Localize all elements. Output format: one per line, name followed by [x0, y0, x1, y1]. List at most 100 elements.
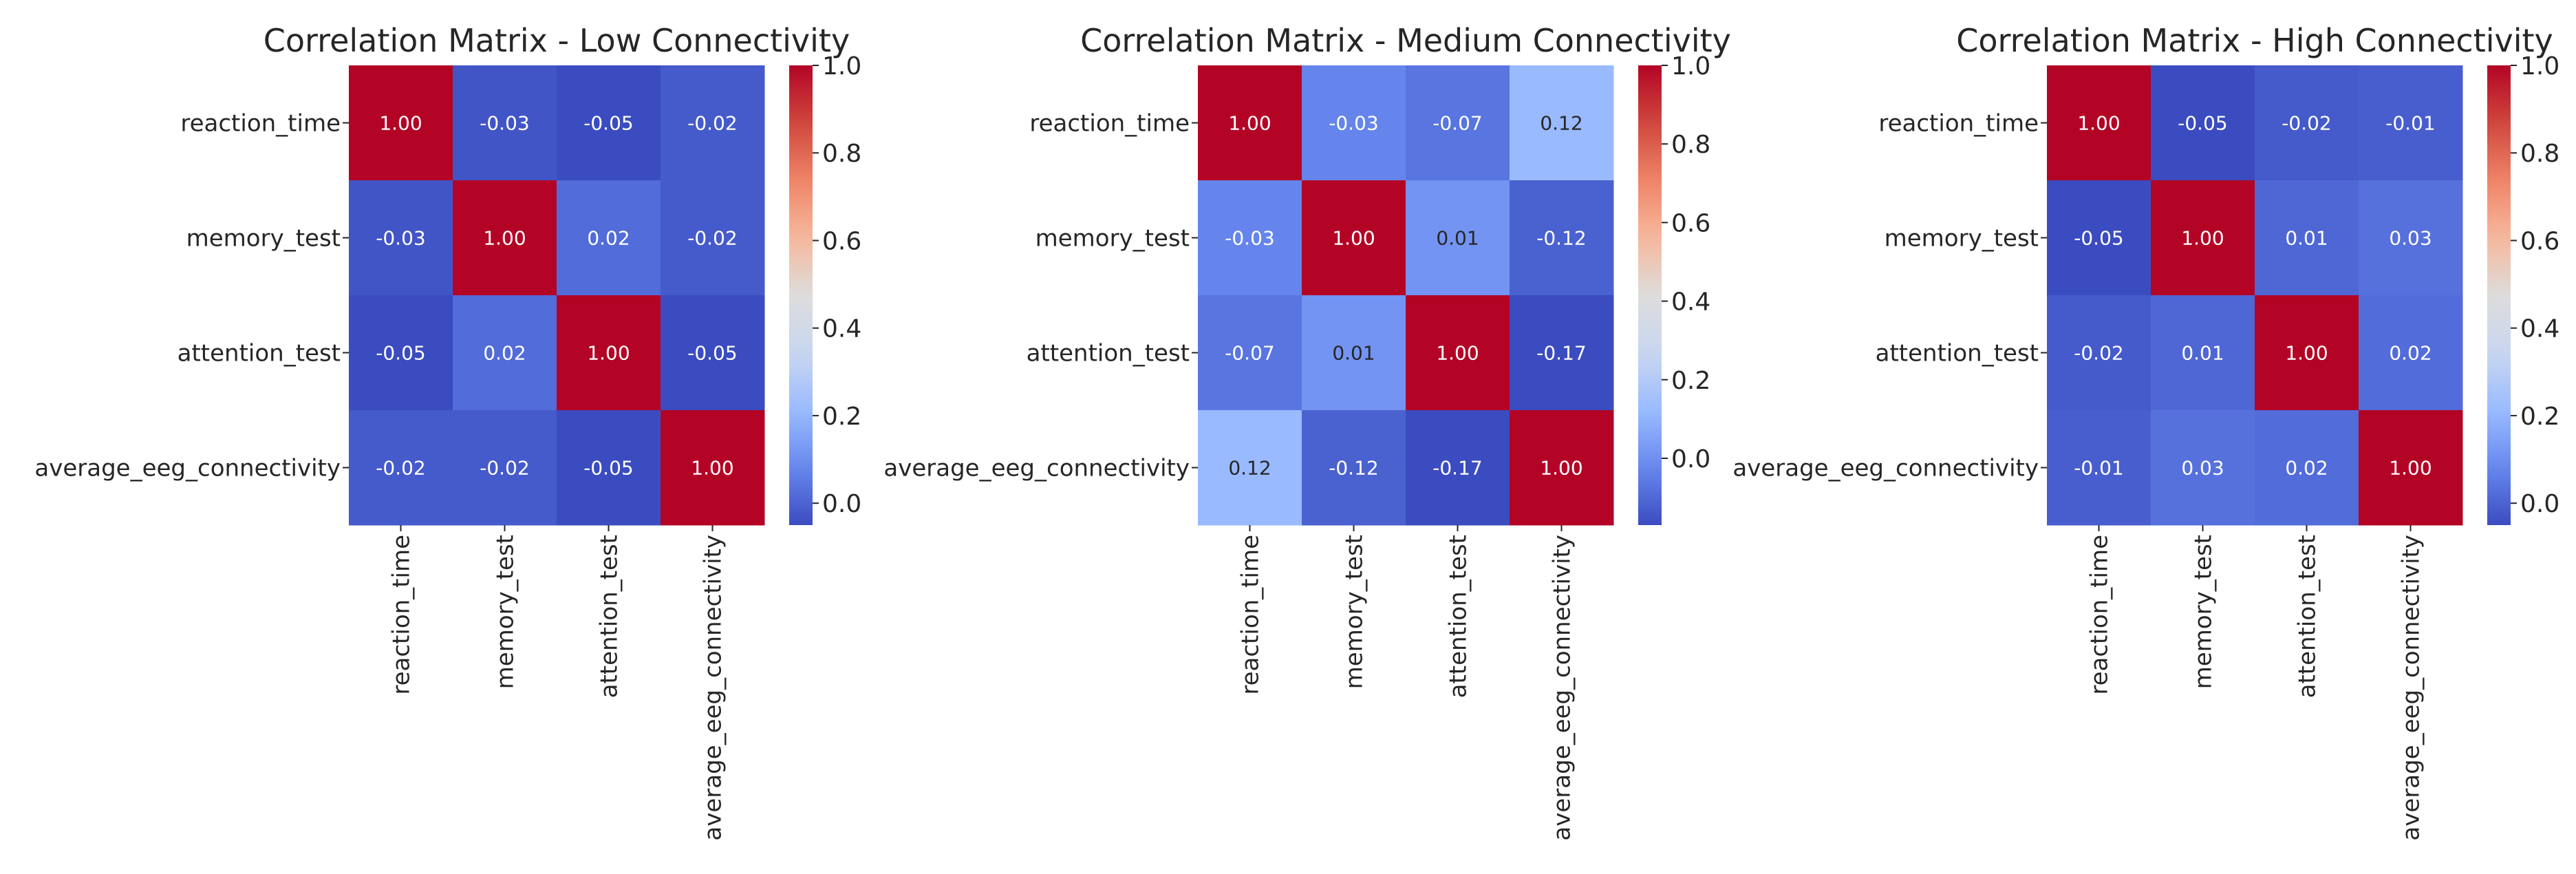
heatmap-cell — [1302, 410, 1406, 526]
heatmap-cell — [2047, 65, 2151, 181]
cell-value-label: 1.00 — [1332, 227, 1375, 250]
cell-value-label: 0.02 — [483, 342, 526, 365]
heatmap-cell — [661, 295, 765, 411]
x-tick-label: memory_test — [492, 535, 519, 689]
cell-value-label: 0.01 — [2181, 342, 2224, 365]
heatmap-cell — [2047, 295, 2151, 411]
heatmap-cell — [661, 180, 765, 296]
heatmap-cell — [349, 410, 453, 526]
y-tick-label: average_eeg_connectivity — [1732, 455, 2039, 482]
cell-value-label: 1.00 — [2285, 342, 2328, 365]
cell-value-label: -0.03 — [480, 112, 529, 135]
cell-value-label: -0.05 — [583, 112, 633, 135]
cell-value-label: -0.02 — [687, 227, 737, 250]
colorbar-tick-label: 0.2 — [1671, 367, 1710, 395]
cell-value-label: -0.02 — [2282, 112, 2331, 135]
colorbar-tick-label: 0.0 — [2520, 490, 2559, 518]
heatmap-cell — [1198, 180, 1302, 296]
cell-value-label: 0.01 — [1436, 227, 1479, 250]
cell-value-label: 0.02 — [2389, 342, 2432, 365]
cell-value-label: -0.05 — [583, 457, 633, 480]
cell-value-label: -0.05 — [376, 342, 425, 365]
heatmap-cell — [557, 410, 661, 526]
colorbar-tick-label: 0.8 — [1671, 131, 1710, 159]
x-tick-label: average_eeg_connectivity — [700, 535, 727, 841]
heatmap-cell — [661, 410, 765, 526]
heatmap-cell — [349, 180, 453, 296]
heatmap-cell — [557, 65, 661, 181]
colorbar-tick-label: 0.0 — [1671, 445, 1710, 473]
heatmap-cell — [2255, 295, 2359, 411]
heatmap-cell — [2047, 410, 2151, 526]
cell-value-label: 0.02 — [587, 227, 630, 250]
cell-value-label: -0.12 — [1536, 227, 1586, 250]
cell-value-label: -0.02 — [2074, 342, 2123, 365]
colorbar-tick-label: 0.2 — [822, 403, 861, 431]
cell-value-label: 1.00 — [587, 342, 630, 365]
colorbar-tick-label: 0.8 — [2520, 140, 2559, 168]
cell-value-label: 1.00 — [1228, 112, 1271, 135]
heatmap-cell — [1406, 295, 1510, 411]
chart-title: Correlation Matrix - Medium Connectivity — [1080, 22, 1731, 59]
x-tick-label: memory_test — [1341, 535, 1368, 689]
heatmap-cell — [2255, 65, 2359, 181]
cell-value-label: 1.00 — [379, 112, 422, 135]
chart-title: Correlation Matrix - High Connectivity — [1956, 22, 2553, 59]
y-tick-label: reaction_time — [1029, 110, 1190, 138]
heatmap-cell — [2047, 180, 2151, 296]
x-tick-label: average_eeg_connectivity — [1549, 535, 1576, 841]
heatmap-cell — [2359, 180, 2463, 296]
cell-value-label: -0.17 — [1536, 342, 1586, 365]
cell-value-label: 1.00 — [2389, 457, 2432, 480]
colorbar-tick-label: 0.4 — [1671, 288, 1710, 317]
heatmap-cell — [2255, 410, 2359, 526]
cell-value-label: 0.03 — [2389, 227, 2432, 250]
heatmap-cell — [349, 295, 453, 411]
heatmap-cell — [1302, 180, 1406, 296]
heatmap-cell — [453, 295, 557, 411]
heatmap-cell — [1510, 65, 1614, 181]
y-tick-label: memory_test — [1035, 225, 1190, 253]
x-tick-label: reaction_time — [388, 535, 416, 695]
x-tick-label: reaction_time — [1237, 535, 1265, 695]
heatmap-cell — [1198, 410, 1302, 526]
colorbar-tick-label: 0.4 — [2520, 315, 2559, 343]
heatmap-cell — [1198, 295, 1302, 411]
cell-value-label: 1.00 — [1540, 457, 1582, 480]
cell-value-label: 1.00 — [2181, 227, 2224, 250]
heatmap-cell — [1406, 410, 1510, 526]
y-tick-label: average_eeg_connectivity — [883, 455, 1190, 482]
heatmap-cell — [1198, 65, 1302, 181]
y-tick-label: memory_test — [1885, 225, 2039, 253]
colorbar-tick-label: 1.0 — [2520, 52, 2559, 81]
heatmap-panel-2: Correlation Matrix - Medium Connectivity… — [883, 22, 1730, 841]
colorbar-tick-label: 1.0 — [1671, 52, 1710, 81]
colorbar — [1638, 65, 1662, 525]
colorbar-tick-label: 0.6 — [2520, 227, 2559, 255]
cell-value-label: -0.03 — [1329, 112, 1378, 135]
y-tick-label: memory_test — [186, 225, 341, 253]
x-tick-label: attention_test — [1445, 535, 1472, 698]
cell-value-label: 1.00 — [483, 227, 526, 250]
cell-value-label: 1.00 — [1436, 342, 1479, 365]
heatmap-cell — [557, 180, 661, 296]
colorbar — [2487, 65, 2511, 525]
y-tick-label: attention_test — [1027, 340, 1190, 367]
cell-value-label: -0.02 — [376, 457, 425, 480]
heatmap-panel-3: Correlation Matrix - High Connectivity1.… — [1732, 22, 2559, 841]
cell-value-label: -0.03 — [376, 227, 425, 250]
x-tick-label: reaction_time — [2086, 535, 2114, 695]
cell-value-label: -0.07 — [1432, 112, 1482, 135]
cell-value-label: 0.03 — [2181, 457, 2224, 480]
heatmap-cell — [1510, 295, 1614, 411]
cell-value-label: -0.12 — [1329, 457, 1378, 480]
cell-value-label: -0.07 — [1225, 342, 1274, 365]
heatmap-cell — [453, 410, 557, 526]
heatmap-cell — [1302, 295, 1406, 411]
heatmap-cell — [2151, 410, 2255, 526]
colorbar-tick-label: 0.0 — [822, 490, 861, 518]
heatmap-cell — [1510, 180, 1614, 296]
heatmap-cell — [1510, 410, 1614, 526]
colorbar — [789, 65, 813, 525]
